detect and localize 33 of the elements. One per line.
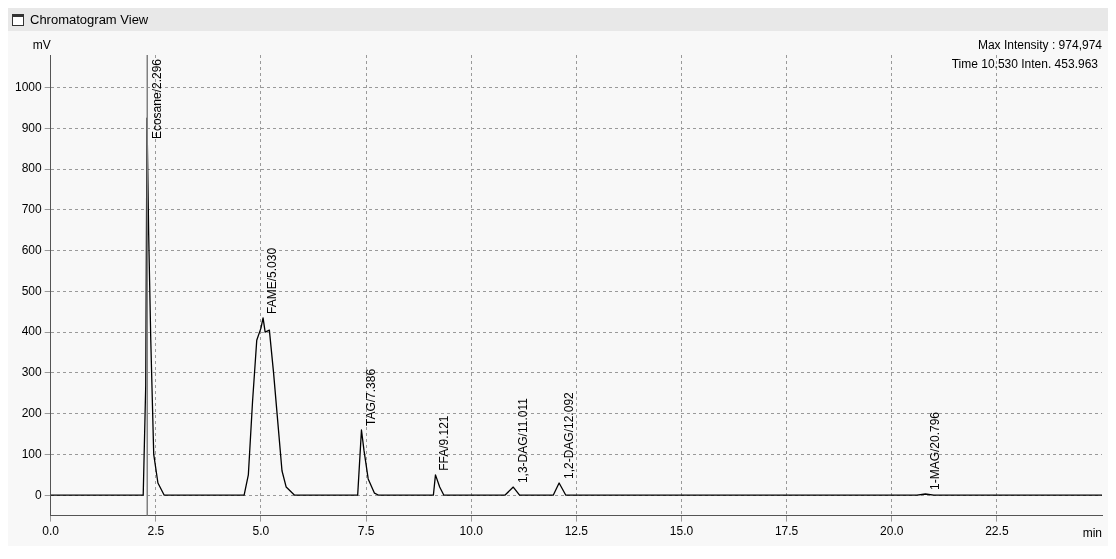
- annotation: 1-MAG/20.796: [927, 411, 942, 490]
- y-tick-label: 300: [21, 365, 43, 380]
- y-tick-label: 700: [21, 202, 43, 217]
- annotation: FAME/5.030: [264, 247, 279, 314]
- x-tick-label: 0.0: [42, 524, 60, 539]
- annotation: Time 10.530 Inten. 453.963: [951, 57, 1099, 72]
- y-tick-label: 600: [21, 242, 43, 257]
- x-tick-label: 17.5: [774, 524, 799, 539]
- x-tick-label: 2.5: [147, 524, 165, 539]
- y-tick-label: 500: [21, 283, 43, 298]
- chart-title: Chromatogram View: [30, 12, 149, 27]
- y-axis-title: mV: [32, 38, 51, 53]
- annotation: Ecosane/2.296: [149, 58, 164, 140]
- x-tick-label: 7.5: [357, 524, 375, 539]
- x-tick-label: 20.0: [880, 524, 904, 539]
- x-axis-title: min: [1082, 525, 1102, 540]
- y-tick-label: 200: [21, 406, 43, 421]
- y-tick-label: 400: [21, 324, 43, 339]
- annotation: TAG/7.386: [363, 368, 378, 426]
- annotation: FFA/9.121: [436, 415, 451, 471]
- annotation: 1,2-DAG/12.092: [561, 391, 576, 479]
- y-tick-label: 1000: [14, 79, 43, 94]
- text: Max Intensity : 974,974: [977, 38, 1103, 53]
- x-tick-label: 12.5: [564, 524, 589, 539]
- y-tick-label: 800: [21, 161, 43, 176]
- annotation: 1,3-DAG/11.011: [516, 397, 531, 484]
- x-tick-label: 10.0: [459, 524, 484, 539]
- x-tick-label: 5.0: [252, 524, 270, 539]
- y-tick-label: 100: [21, 446, 43, 461]
- x-tick-label: 15.0: [669, 524, 694, 539]
- y-tick-label: 900: [21, 120, 43, 135]
- y-tick-label: 0: [35, 487, 43, 502]
- x-tick-label: 22.5: [985, 524, 1009, 539]
